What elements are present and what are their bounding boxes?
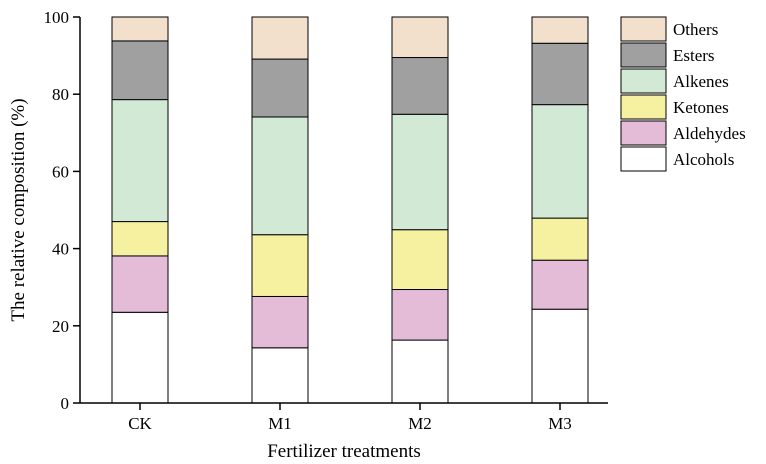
bar-segment-others-m3 — [531, 16, 589, 44]
legend-label-ketones: Ketones — [673, 98, 729, 117]
bar-segment-ketones-m2 — [391, 229, 449, 291]
legend-label-alkenes: Alkenes — [673, 72, 729, 91]
bar-segment-others-m2 — [391, 16, 449, 59]
legend-label-others: Others — [673, 20, 718, 39]
bar-segment-aldehydes-m3 — [531, 259, 589, 310]
x-tick-label-m2: M2 — [408, 414, 432, 433]
y-tick-label: 20 — [52, 317, 69, 336]
bar-segment-alkenes-m3 — [531, 104, 589, 219]
bar-segment-ketones-ck — [111, 221, 169, 257]
bar-segment-esters-m3 — [531, 42, 589, 106]
bar-segment-esters-m1 — [251, 58, 309, 118]
bar-segment-esters-m2 — [391, 57, 449, 115]
x-tick-label-m3: M3 — [548, 414, 572, 433]
bar-segment-others-ck — [111, 16, 169, 42]
y-tick-label: 0 — [61, 394, 70, 413]
x-axis-title: Fertilizer treatments — [267, 441, 421, 462]
legend-label-aldehydes: Aldehydes — [673, 124, 746, 143]
legend-swatch-ketones — [620, 94, 667, 120]
bar-segment-aldehydes-m1 — [251, 295, 309, 349]
x-tick-label-ck: CK — [128, 414, 152, 433]
legend-label-esters: Esters — [673, 46, 715, 65]
bar-segment-alcohols-ck — [111, 311, 169, 404]
y-tick-label: 80 — [52, 85, 69, 104]
bar-segment-aldehydes-m2 — [391, 289, 449, 341]
bar-segment-ketones-m1 — [251, 234, 309, 297]
y-axis-title: The relative composition (%) — [8, 98, 29, 321]
legend-swatch-others — [620, 16, 667, 42]
bar-segment-alkenes-m1 — [251, 116, 309, 236]
bar-segment-alkenes-m2 — [391, 113, 449, 231]
bar-segment-alkenes-ck — [111, 99, 169, 223]
y-tick-label: 60 — [52, 162, 69, 181]
legend-label-alcohols: Alcohols — [673, 150, 734, 169]
y-tick-label: 100 — [44, 8, 70, 27]
bar-segment-others-m1 — [251, 16, 309, 60]
bar-segment-ketones-m3 — [531, 217, 589, 261]
bar-segment-esters-ck — [111, 40, 169, 101]
bar-segment-aldehydes-ck — [111, 255, 169, 313]
bar-segment-alcohols-m1 — [251, 347, 309, 404]
bars-group — [111, 16, 589, 404]
axes-group — [79, 17, 608, 404]
y-ticks-group: 0 20 40 60 80 100 — [44, 8, 80, 413]
legend-swatch-esters — [620, 42, 667, 68]
bar-segment-alcohols-m3 — [531, 308, 589, 404]
y-tick-label: 40 — [52, 240, 69, 259]
legend-swatch-aldehydes — [620, 120, 667, 146]
x-ticks-group: CK M1 M2 M3 — [128, 403, 572, 433]
legend-swatch-alcohols — [620, 146, 667, 172]
legend: Others Esters Alkenes Ketones Aldehydes Alcoh… — [620, 16, 746, 172]
bar-segment-alcohols-m2 — [391, 339, 449, 404]
x-tick-label-m1: M1 — [268, 414, 292, 433]
legend-swatch-alkenes — [620, 68, 667, 94]
